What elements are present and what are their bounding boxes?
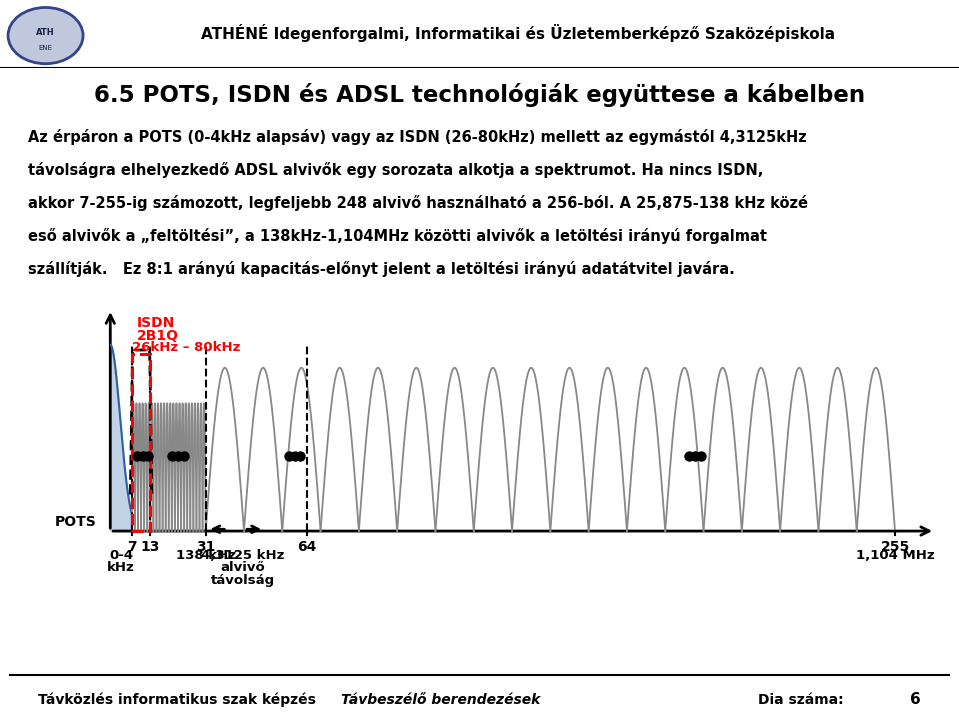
Text: 6.5 POTS, ISDN és ADSL technológiák együttese a kábelben: 6.5 POTS, ISDN és ADSL technológiák együ… (94, 83, 865, 107)
Text: 13: 13 (141, 540, 160, 554)
Text: 1,104 MHz: 1,104 MHz (855, 549, 934, 562)
Text: ATHÉNÉ Idegenforgalmi, Informatikai és Üzletemberképző Szaközépiskola: ATHÉNÉ Idegenforgalmi, Informatikai és Ü… (200, 24, 835, 42)
Text: alvivő: alvivő (221, 562, 265, 574)
Text: ATH: ATH (36, 28, 55, 37)
Text: Távközlés informatikus szak képzés: Távközlés informatikus szak képzés (38, 692, 316, 707)
Text: távolság: távolság (211, 574, 274, 587)
Text: 0-4: 0-4 (109, 549, 133, 562)
Text: 138 kHz: 138 kHz (175, 549, 236, 562)
Text: ENE: ENE (38, 45, 53, 51)
Text: Dia száma:: Dia száma: (758, 693, 843, 707)
Text: Az érpáron a POTS (0-4kHz alapsáv) vagy az ISDN (26-80kHz) mellett az egymástól : Az érpáron a POTS (0-4kHz alapsáv) vagy … (29, 129, 807, 145)
Text: 255: 255 (880, 540, 910, 554)
Circle shape (8, 7, 83, 64)
Text: 4,3125 kHz: 4,3125 kHz (201, 549, 284, 562)
Text: távolságra elhelyezkedő ADSL alvivők egy sorozata alkotja a spektrumot. Ha nincs: távolságra elhelyezkedő ADSL alvivők egy… (29, 162, 764, 178)
Text: 64: 64 (297, 540, 316, 554)
Text: 31: 31 (196, 540, 216, 554)
Bar (131, 354, 151, 531)
Text: akkor 7-255-ig számozott, legfeljebb 248 alvivő használható a 256-ból. A 25,875-: akkor 7-255-ig számozott, legfeljebb 248… (29, 196, 808, 211)
Text: 2B1Q: 2B1Q (136, 329, 178, 343)
Text: 6: 6 (910, 692, 921, 707)
Text: szállítják.   Ez 8:1 arányú kapacitás-előnyt jelent a letöltési irányú adatátvit: szállítják. Ez 8:1 arányú kapacitás-előn… (29, 261, 736, 278)
Text: 7: 7 (127, 540, 136, 554)
Text: eső alvivők a „feltöltési”, a 138kHz-1,104MHz közötti alvivők a letöltési irányú: eső alvivők a „feltöltési”, a 138kHz-1,1… (29, 228, 767, 244)
Text: kHz: kHz (107, 562, 135, 574)
Text: ISDN: ISDN (136, 316, 175, 331)
Text: 26kHz – 80kHz: 26kHz – 80kHz (132, 341, 241, 354)
Text: POTS: POTS (55, 516, 97, 529)
Text: Távbeszélő berendezések: Távbeszélő berendezések (341, 693, 541, 707)
